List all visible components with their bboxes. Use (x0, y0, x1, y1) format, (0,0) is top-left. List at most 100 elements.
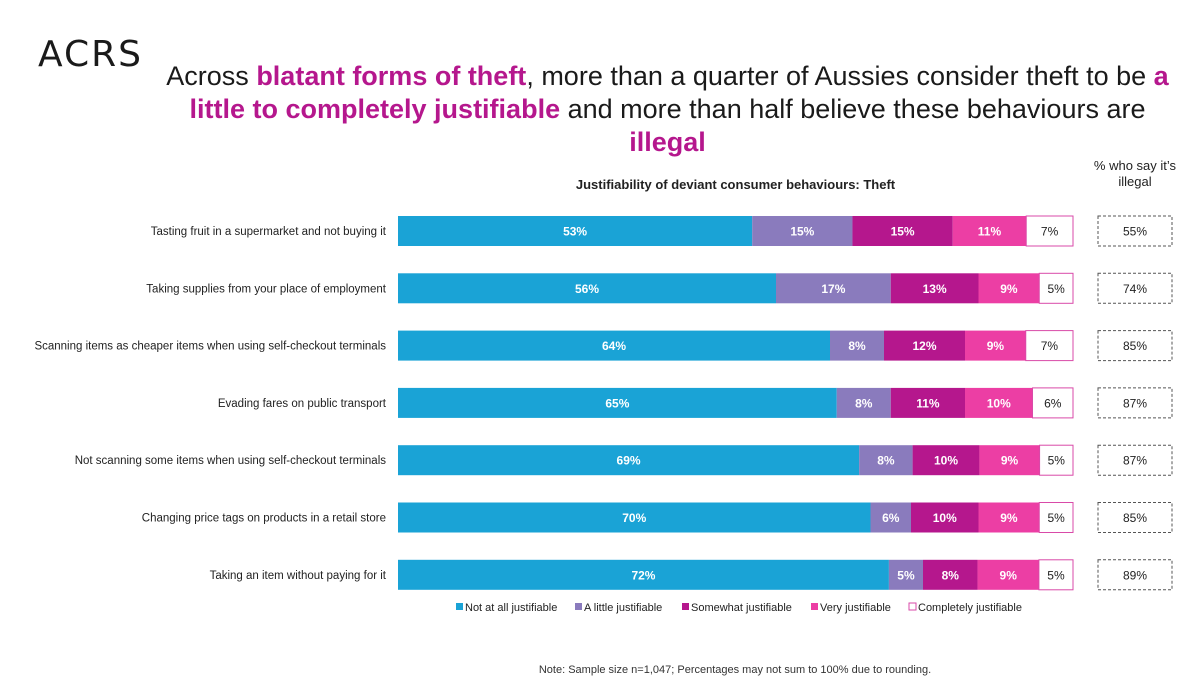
bar-segment (398, 273, 776, 304)
data-label: 53% (563, 225, 587, 239)
data-label: 12% (912, 339, 936, 353)
illegal-box (1097, 330, 1173, 362)
data-label: 8% (848, 339, 866, 353)
illegal-box (1097, 502, 1173, 533)
illegal-value: 87% (1123, 396, 1147, 410)
legend-label: Somewhat justifiable (691, 602, 792, 614)
bar-segment (1039, 444, 1074, 476)
headline-highlight: blatant forms of theft (256, 61, 527, 91)
bar-segment (890, 273, 979, 304)
legend-label: Very justifiable (820, 602, 891, 614)
bar-segment (884, 330, 965, 361)
legend-swatch (811, 603, 818, 610)
category-label: Taking supplies from your place of emplo… (146, 283, 387, 295)
headline-highlight: illegal (629, 127, 706, 157)
bar-segment (888, 559, 923, 590)
bar-segment (977, 559, 1039, 590)
data-label: 9% (1000, 568, 1018, 582)
headline-highlight: a little to completely justifiable (189, 61, 1169, 124)
bar-segment (776, 273, 891, 304)
bar-segment (965, 387, 1033, 418)
data-label: 9% (987, 339, 1005, 353)
legend-swatch (908, 602, 917, 611)
data-label: 13% (923, 282, 947, 296)
headline: Across blatant forms of theft, more than… (160, 60, 1175, 159)
data-label: 72% (631, 568, 655, 582)
data-label: 65% (605, 396, 629, 410)
bar-segment (859, 445, 913, 476)
data-label: 17% (821, 282, 845, 296)
data-label: 15% (891, 225, 915, 239)
illegal-box (1097, 272, 1173, 304)
illegal-value: 55% (1123, 225, 1147, 239)
data-label: 11% (978, 225, 1002, 239)
data-label: 15% (790, 225, 814, 239)
bar-segment (1025, 330, 1074, 362)
data-label: 69% (617, 454, 641, 468)
data-label: 6% (1044, 396, 1062, 410)
bar-segment (979, 445, 1040, 476)
illegal-value: 85% (1123, 339, 1147, 353)
acrs-logo: ACRS (38, 34, 143, 75)
bar-segment (978, 273, 1040, 304)
illegal-box (1097, 215, 1173, 247)
chart-title: Justifiability of deviant consumer behav… (575, 177, 896, 192)
bar-segment (398, 445, 860, 476)
data-label: 8% (855, 396, 873, 410)
bar-segment (398, 387, 837, 418)
bar-segment (911, 502, 979, 533)
illegal-value: 87% (1123, 454, 1147, 468)
data-label: 11% (916, 396, 940, 410)
legend-swatch (575, 603, 582, 610)
bar-segment (912, 445, 980, 476)
legend-swatch (682, 603, 689, 610)
bar-segment (398, 216, 753, 246)
legend-swatch (456, 603, 463, 610)
category-label: Scanning items as cheaper items when usi… (34, 341, 386, 353)
legend-label: A little justifiable (584, 602, 662, 614)
data-label: 9% (1000, 282, 1018, 296)
bar-segment (965, 330, 1026, 361)
bar-segment (836, 387, 891, 418)
category-label: Taking an item without paying for it (210, 570, 387, 582)
data-label: 5% (897, 568, 915, 582)
bar-segment (952, 216, 1027, 246)
illegal-value: 89% (1123, 568, 1147, 582)
bar-segment (398, 502, 871, 533)
footnote: Note: Sample size n=1,047; Percentages m… (538, 664, 932, 676)
bar-segment (852, 216, 953, 246)
bar-segment (890, 387, 965, 418)
data-label: 5% (1047, 568, 1065, 582)
data-label: 10% (934, 454, 958, 468)
bar-segment (752, 216, 853, 246)
legend-label: Completely justifiable (918, 602, 1022, 614)
category-label: Changing price tags on products in a ret… (142, 513, 386, 525)
bar-segment (1038, 559, 1074, 591)
illegal-box (1097, 559, 1173, 591)
data-label: 9% (1000, 511, 1018, 525)
data-label: 64% (602, 339, 626, 353)
data-label: 5% (1048, 454, 1066, 468)
bar-segment (1038, 502, 1074, 533)
data-label: 10% (933, 511, 957, 525)
category-label: Evading fares on public transport (218, 398, 387, 410)
bar-segment (978, 502, 1040, 533)
bar-segment (1038, 272, 1074, 304)
data-label: 7% (1041, 339, 1059, 353)
bar-segment (830, 330, 884, 361)
illegal-value: 74% (1123, 282, 1147, 296)
headline-text: and more than half believe these behavio… (560, 94, 1146, 124)
headline-text: Across (166, 61, 257, 91)
bar-segment (398, 559, 889, 590)
data-label: 56% (575, 282, 599, 296)
data-label: 9% (1001, 454, 1019, 468)
data-label: 6% (882, 511, 900, 525)
data-label: 8% (942, 568, 960, 582)
data-label: 8% (877, 454, 895, 468)
bar-segment (1032, 387, 1074, 419)
category-label: Tasting fruit in a supermarket and not b… (151, 226, 387, 238)
data-label: 5% (1047, 511, 1065, 525)
data-label: 5% (1047, 282, 1065, 296)
illegal-column-header: % who say it’s illegal (1093, 158, 1177, 189)
